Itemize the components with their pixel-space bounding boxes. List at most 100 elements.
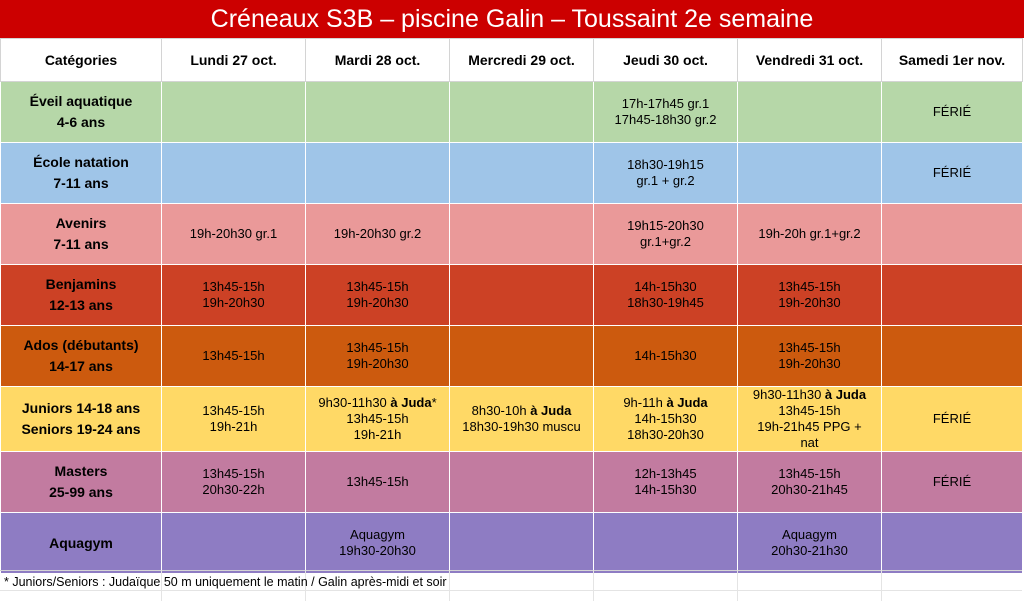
category-cell: Ados (débutants) 14-17 ans [0,325,162,387]
slot-line: 14h-15h30 [634,482,697,497]
slot-friday [737,81,882,143]
category-line: École natation [33,154,129,170]
slot-time: 8h30-10h [471,403,531,418]
slot-friday: Aquagym 20h30-21h30 [737,512,882,574]
sheet-gridline [161,570,162,601]
slot-line: FÉRIÉ [932,165,972,180]
slot-line: 20h30-21h45 [771,482,848,497]
slot-line: 18h30-19h30 muscu [462,419,581,434]
slot-wednesday [449,264,594,326]
slot-wednesday [449,512,594,574]
slot-line: 13h45-15h [778,466,841,481]
slot-line: 19h-20h30 [346,356,409,371]
slot-line: 9h-11h à Juda [596,395,735,411]
header-thursday: Jeudi 30 oct. [593,38,738,82]
sheet-gridline [305,570,306,601]
row-masters: Masters 25-99 ans 13h45-15h 20h30-22h 13h45-… [0,451,1023,513]
slot-line: 17h45-18h30 gr.2 [614,112,717,127]
slot-line: 19h-20h30 gr.1 [189,226,278,241]
slot-thursday: 9h-11h à Juda 14h-15h30 18h30-20h30 [593,386,738,452]
slot-time: 9h-11h [623,395,667,410]
slot-location: à Juda [390,395,432,410]
slot-thursday: 19h15-20h30 gr.1+gr.2 [593,203,738,265]
slot-wednesday: 8h30-10h à Juda 18h30-19h30 muscu [449,386,594,452]
slot-line: 19h-21h [353,427,402,442]
slot-line: 13h45-15h [202,403,265,418]
slot-line: 19h-20h30 [778,356,841,371]
slot-line: 13h45-15h [778,403,841,418]
slot-line: 12h-13h45 [634,466,697,481]
slot-monday [161,142,306,204]
slot-wednesday [449,142,594,204]
slot-line: nat [800,435,819,450]
slot-friday: 19h-20h gr.1+gr.2 [737,203,882,265]
sheet-gridline [737,570,738,601]
slot-monday [161,81,306,143]
slot-line: 20h30-21h30 [771,543,848,558]
slot-line: 19h-20h gr.1+gr.2 [758,226,861,241]
slot-tuesday: 9h30-11h30 à Juda* 13h45-15h 19h-21h [305,386,450,452]
slot-saturday [881,325,1023,387]
slot-line: 19h-20h30 gr.2 [333,226,422,241]
category-line: Avenirs [55,215,107,231]
header-wednesday: Mercredi 29 oct. [449,38,594,82]
slot-line: 18h30-19h15 [627,157,704,172]
header-categories: Catégories [0,38,162,82]
slot-monday [161,512,306,574]
slot-line: 13h45-15h [202,279,265,294]
row-aquagym: Aquagym Aquagym 19h30-20h30 Aquagym 20h30-21… [0,512,1023,574]
schedule-table: Catégories Lundi 27 oct. Mardi 28 oct. M… [0,38,1023,574]
category-cell: Juniors 14-18 ans Seniors 19-24 ans [0,386,162,452]
slot-line: 13h45-15h [202,348,265,363]
slot-tuesday: 13h45-15h [305,451,450,513]
slot-line: 13h45-15h [346,474,409,489]
slot-line: 19h-20h30 [346,295,409,310]
footnote-marker: * [431,395,437,410]
slot-location: à Juda [824,387,867,403]
category-line: Ados (débutants) [23,337,139,353]
category-cell: Masters 25-99 ans [0,451,162,513]
slot-tuesday: Aquagym 19h30-20h30 [305,512,450,574]
category-line: Benjamins [45,276,117,292]
header-saturday: Samedi 1er nov. [881,38,1023,82]
row-ecole: École natation 7-11 ans 18h30-19h15 gr.1 + … [0,142,1023,204]
category-line: Aquagym [49,534,113,551]
slot-line: 14h-15h30 [634,279,697,294]
slot-time: 9h30-11h30 [318,395,391,410]
header-monday: Lundi 27 oct. [161,38,306,82]
header-friday: Vendredi 31 oct. [737,38,882,82]
slot-tuesday: 19h-20h30 gr.2 [305,203,450,265]
slot-line: 18h30-19h45 [627,295,704,310]
slot-saturday: FÉRIÉ [881,386,1023,452]
slot-line: gr.1+gr.2 [640,234,691,249]
slot-saturday: FÉRIÉ [881,81,1023,143]
slot-saturday: FÉRIÉ [881,142,1023,204]
slot-line: 13h45-15h [778,279,841,294]
footer-divider [0,570,1022,571]
sheet-gridline [449,570,450,601]
category-line: Masters [54,463,108,479]
slot-line: 17h-17h45 gr.1 [621,96,710,111]
category-cell: Benjamins 12-13 ans [0,264,162,326]
sheet-gridline [593,570,594,601]
category-line: Seniors 19-24 ans [21,421,141,437]
slot-tuesday [305,81,450,143]
category-line: 4-6 ans [56,114,106,130]
sheet-gridline [0,590,1022,591]
slot-wednesday [449,451,594,513]
slot-line: 19h-21h45 PPG + [757,419,862,434]
slot-monday: 13h45-15h 19h-21h [161,386,306,452]
row-juniors: Juniors 14-18 ans Seniors 19-24 ans 13h45-… [0,386,1023,452]
slot-line: 13h45-15h [346,279,409,294]
slot-friday: 9h30-11h30 à Juda 13h45-15h 19h-21h45 PPG … [737,386,882,452]
page-title: Créneaux S3B – piscine Galin – Toussaint… [0,0,1024,38]
slot-friday: 13h45-15h 19h-20h30 [737,325,882,387]
footer: * Juniors/Seniors : Judaïque 50 m unique… [0,570,1024,601]
slot-friday: 13h45-15h 20h30-21h45 [737,451,882,513]
row-eveil: Éveil aquatique 4-6 ans 17h-17h45 gr.1 17h4… [0,81,1023,143]
slot-saturday [881,264,1023,326]
slot-wednesday [449,325,594,387]
category-cell: École natation 7-11 ans [0,142,162,204]
slot-monday: 13h45-15h [161,325,306,387]
header-tuesday: Mardi 28 oct. [305,38,450,82]
